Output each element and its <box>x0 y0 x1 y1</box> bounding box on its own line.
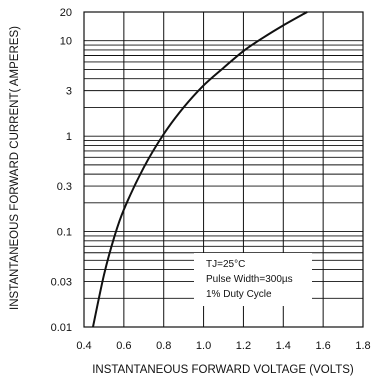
x-axis-title: INSTANTANEOUS FORWARD VOLTAGE (VOLTS) <box>92 364 354 376</box>
annotation-line-3: 1% Duty Cycle <box>206 289 272 300</box>
x-tick-label: 1.2 <box>236 340 251 352</box>
x-tick-label: 0.6 <box>116 340 131 352</box>
y-tick-labels: 0.01 0.03 0.1 0.3 1 3 10 20 <box>51 7 72 334</box>
y-axis-title: INSTANTANEOUS FORWARD CURRENT( AMPERES) <box>9 26 21 310</box>
y-tick-label: 10 <box>60 36 72 48</box>
y-tick-label: 3 <box>66 86 72 98</box>
x-tick-label: 0.4 <box>76 340 91 352</box>
annotation-box: TJ=25°C Pulse Width=300µs 1% Duty Cycle <box>194 253 312 306</box>
y-tick-label: 0.1 <box>57 227 72 239</box>
x-tick-label: 1.6 <box>315 340 330 352</box>
y-tick-label: 0.03 <box>51 276 72 288</box>
annotation-line-1: TJ=25°C <box>206 259 245 270</box>
x-tick-label: 1.8 <box>355 340 370 352</box>
y-tick-label: 20 <box>60 7 72 19</box>
annotation-line-2: Pulse Width=300µs <box>206 274 293 285</box>
x-tick-label: 1.0 <box>196 340 211 352</box>
plot-frame <box>83 11 364 328</box>
x-tick-labels: 0.4 0.6 0.8 1.0 1.2 1.4 1.6 1.8 <box>76 340 370 352</box>
series-line <box>91 11 308 328</box>
x-tick-label: 0.8 <box>156 340 171 352</box>
y-tick-label: 0.3 <box>57 181 72 193</box>
y-tick-label: 1 <box>66 131 72 143</box>
x-tick-label: 1.4 <box>276 340 291 352</box>
y-tick-label: 0.01 <box>51 322 72 334</box>
